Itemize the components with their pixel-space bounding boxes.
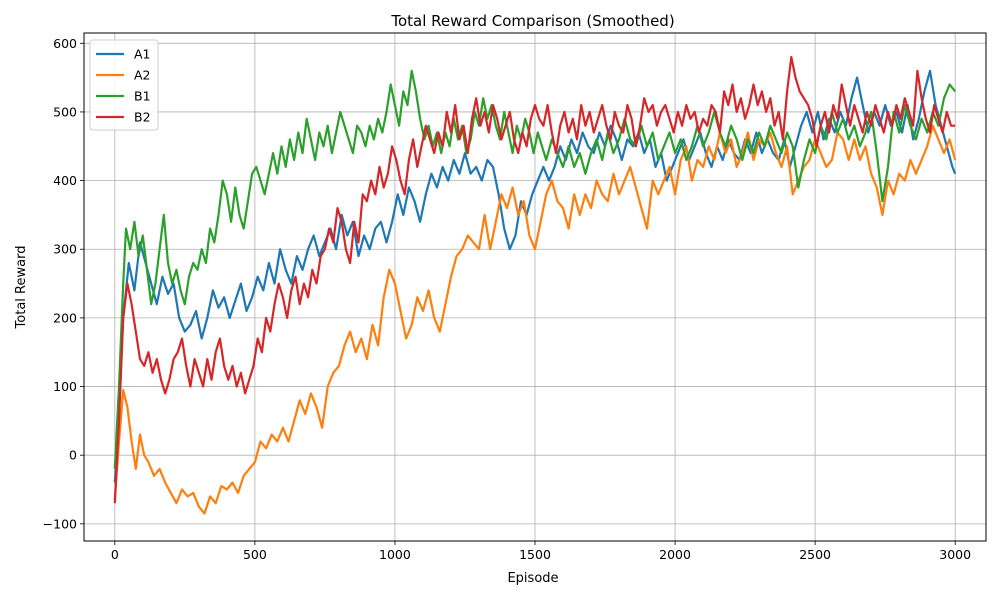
- y-tick-label: 600: [53, 36, 77, 51]
- x-tick-label: 2500: [799, 547, 831, 562]
- y-tick-label: 300: [53, 242, 77, 257]
- x-tick-label: 1000: [379, 547, 411, 562]
- series-lines: [113, 55, 957, 515]
- x-tick-label: 0: [111, 547, 119, 562]
- y-tick-label: 400: [53, 173, 77, 188]
- y-tick-label: 100: [53, 379, 77, 394]
- chart-title: Total Reward Comparison (Smoothed): [390, 12, 674, 30]
- x-axis-label: Episode: [507, 571, 558, 586]
- y-tick-label: 0: [69, 448, 77, 463]
- x-tick-label: 1500: [519, 547, 551, 562]
- series-line-b2: [113, 55, 956, 504]
- grid: [84, 33, 986, 541]
- series-line-b1: [113, 69, 957, 469]
- legend-label-b2: B2: [134, 110, 151, 125]
- y-tick-label: −100: [43, 516, 77, 531]
- legend-label-a1: A1: [134, 47, 151, 62]
- series-line-a1: [113, 69, 957, 483]
- legend: A1 A2 B1 B2: [89, 39, 159, 131]
- legend-label-b1: B1: [134, 89, 151, 104]
- x-tick-label: 500: [243, 547, 267, 562]
- y-axis-label: Total Reward: [14, 246, 29, 330]
- legend-box: [89, 39, 159, 131]
- x-tick-label: 3000: [939, 547, 971, 562]
- x-tick-label: 2000: [659, 547, 691, 562]
- axis-ticks: 0 500 1000 1500 2000 2500 3000 −100 0 100 200 300 40…: [43, 36, 971, 562]
- y-tick-label: 200: [53, 310, 77, 325]
- legend-label-a2: A2: [134, 68, 151, 83]
- y-tick-label: 500: [53, 104, 77, 119]
